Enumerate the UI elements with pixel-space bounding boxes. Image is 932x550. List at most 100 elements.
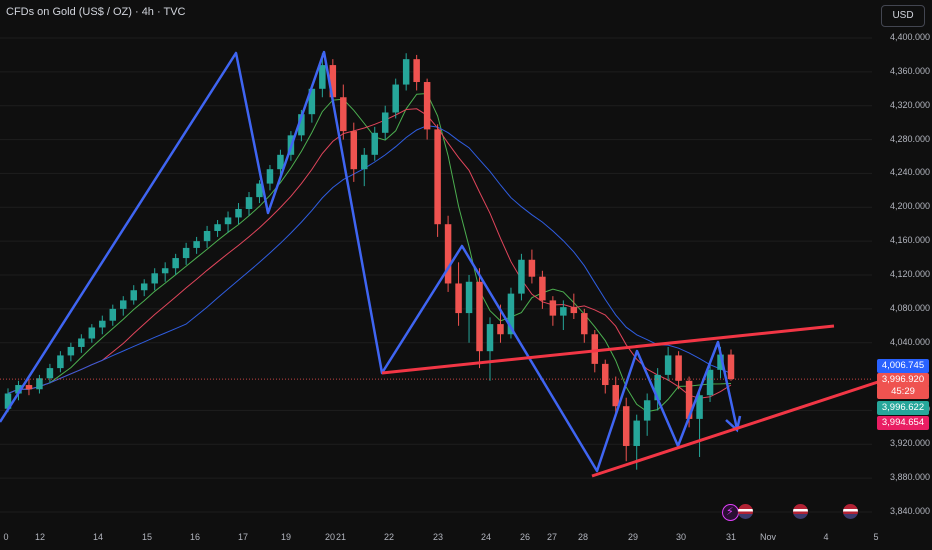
candle-body: [476, 281, 483, 352]
time-tick-label: 30: [675, 532, 687, 542]
candle-body: [172, 258, 179, 269]
price-tick-label: 4,240.000: [889, 167, 930, 178]
candle: [277, 149, 284, 176]
candle-body: [581, 313, 588, 335]
candle-body: [654, 374, 661, 401]
candle-body: [696, 395, 703, 419]
time-tick-label: 29: [627, 532, 639, 542]
candle: [15, 380, 22, 401]
candle-body: [685, 380, 693, 419]
candle-body: [434, 129, 441, 225]
candle: [434, 124, 441, 237]
candle-body: [140, 283, 148, 291]
time-tick-label: 24: [480, 532, 492, 542]
candle-body: [392, 84, 399, 113]
candle-body: [549, 300, 557, 316]
candle: [161, 262, 169, 282]
candle: [46, 363, 54, 384]
candle-body: [507, 293, 515, 335]
candle-body: [622, 406, 630, 446]
time-tick-label: 28: [577, 532, 589, 542]
candle-body: [371, 132, 378, 155]
candle-body: [350, 131, 358, 170]
candle: [172, 253, 179, 275]
time-tick-label: 16: [189, 532, 201, 542]
candle-body: [612, 385, 619, 407]
us-flag-event-icon[interactable]: [843, 504, 858, 519]
candle-body: [560, 307, 567, 316]
candle: [140, 279, 148, 297]
us-flag-event-icon[interactable]: [738, 504, 753, 519]
candle: [319, 53, 326, 98]
time-tick-label: 23: [432, 532, 444, 542]
time-tick-label: 0: [3, 532, 9, 542]
lightning-event-icon[interactable]: ⚡: [722, 504, 739, 521]
ma-fast-line: [7, 92, 732, 413]
time-tick-label: 14: [92, 532, 104, 542]
candle-body: [151, 273, 158, 284]
time-tick-label: 15: [141, 532, 153, 542]
candle-body: [675, 355, 682, 381]
candle-body: [88, 327, 96, 339]
candle: [130, 285, 137, 305]
candle-body: [528, 259, 536, 277]
candle-body: [664, 355, 672, 375]
candle: [423, 78, 431, 140]
candle-body: [193, 241, 200, 248]
candle-body: [235, 208, 242, 218]
candle-body: [266, 169, 274, 184]
candle-body: [308, 88, 316, 115]
price-badge: 3,996.920: [877, 373, 929, 387]
candle: [654, 368, 661, 411]
price-tick-label: 4,120.000: [889, 269, 930, 279]
candle: [99, 315, 106, 335]
candle-body: [57, 355, 64, 369]
candle: [518, 253, 525, 301]
candle: [486, 317, 494, 381]
candle-body: [444, 224, 452, 284]
candle-body: [455, 283, 462, 314]
candle: [727, 349, 735, 381]
candle-body: [203, 230, 211, 242]
candle: [476, 268, 483, 369]
candle: [36, 374, 43, 394]
price-tick-label: 4,160.000: [889, 235, 930, 246]
candle: [455, 262, 462, 326]
currency-selector[interactable]: USD: [881, 5, 925, 27]
price-badge: 3,994.654: [877, 416, 929, 430]
candle-body: [465, 281, 473, 314]
ma-slow-line: [7, 125, 732, 394]
candle: [602, 359, 609, 394]
candle-body: [15, 385, 22, 394]
time-tick-label: 19: [280, 532, 292, 542]
candle-body: [130, 290, 137, 301]
candle: [549, 296, 557, 326]
time-tick-label: 12: [34, 532, 46, 542]
price-tick-label: 4,080.000: [889, 302, 930, 313]
us-flag-event-icon[interactable]: [793, 504, 808, 519]
candle: [361, 148, 368, 187]
candle-body: [361, 154, 368, 170]
candle: [465, 275, 473, 343]
candle: [245, 192, 253, 216]
candle: [193, 236, 200, 254]
time-tick-label: 27: [546, 532, 558, 542]
resistance-trendline: [381, 324, 835, 375]
price-tick-label: 3,840.000: [889, 506, 930, 516]
candle: [664, 346, 672, 381]
support-trendline: [591, 380, 879, 478]
candle-body: [717, 354, 724, 370]
candle-body: [329, 65, 337, 98]
candle: [120, 296, 127, 316]
symbol-title: CFDs on Gold (US$ / OZ) · 4h · TVC: [6, 6, 186, 18]
candle: [67, 342, 75, 362]
candle: [622, 397, 630, 462]
price-tick-label: 4,280.000: [889, 133, 930, 144]
candle: [371, 126, 378, 161]
candle: [25, 376, 33, 396]
candle-body: [340, 97, 347, 132]
candle: [528, 249, 536, 284]
candle: [696, 389, 703, 457]
